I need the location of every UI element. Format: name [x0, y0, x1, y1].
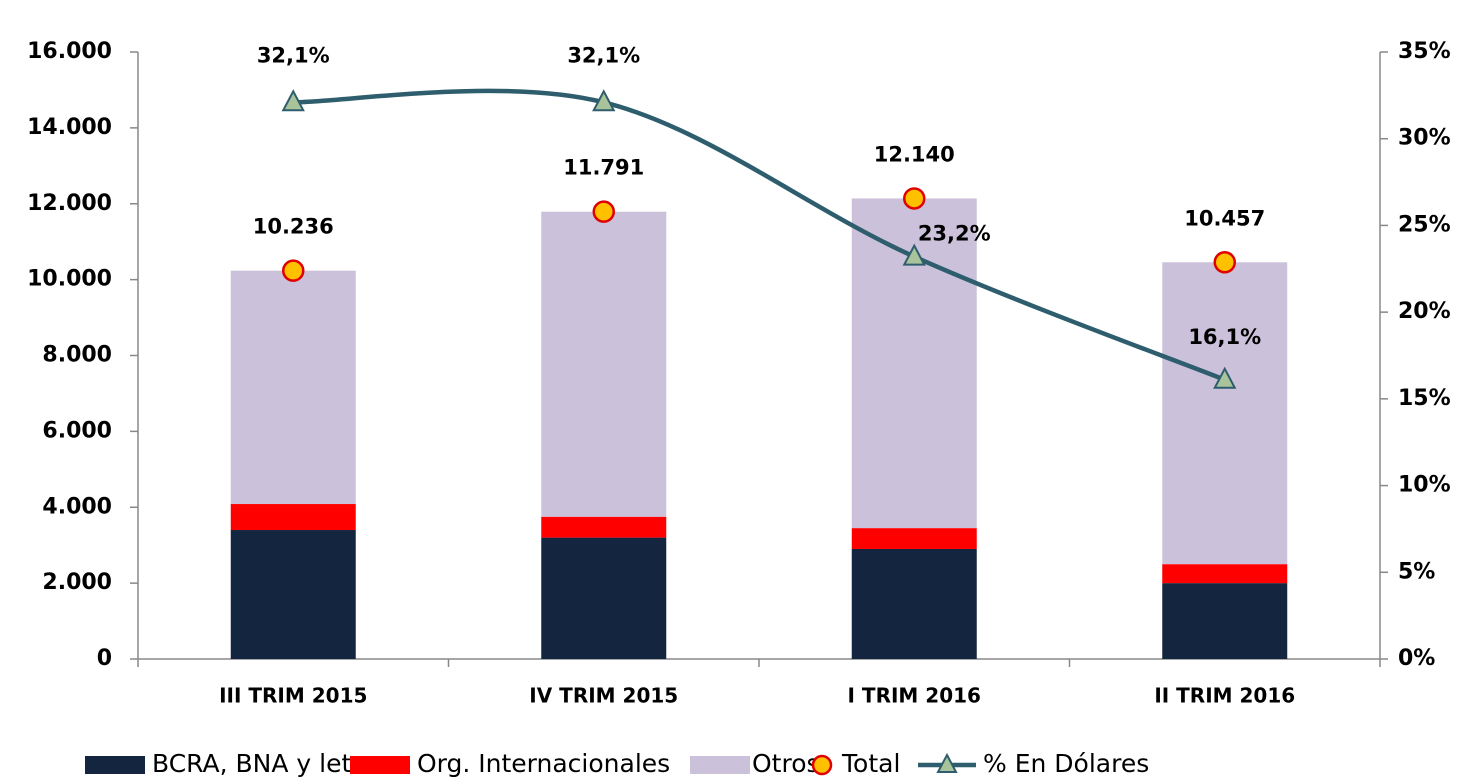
data-label: 10.457	[1184, 206, 1265, 230]
data-label: 11.791	[563, 156, 644, 180]
bar-segment	[851, 528, 977, 549]
y2-tick-label: 30%	[1398, 126, 1451, 151]
y2-tick-label: 25%	[1398, 212, 1451, 237]
x-tick-label: I TRIM 2016	[848, 684, 981, 708]
bar-segment	[541, 537, 667, 659]
y2-tick-label: 15%	[1398, 386, 1451, 411]
y-tick-label: 16.000	[27, 39, 112, 64]
y-tick-label: 6.000	[42, 418, 112, 443]
y2-tick-label: 20%	[1398, 299, 1451, 324]
bar-segment	[1162, 564, 1288, 584]
data-label: 23,2%	[918, 222, 991, 246]
total-marker	[1213, 251, 1236, 274]
legend-label: Org. Internacionales	[417, 749, 670, 778]
legend-label: Total	[841, 749, 900, 778]
bar-segment	[541, 211, 667, 517]
bar-segment	[230, 504, 356, 531]
legend-swatch	[85, 756, 145, 774]
y-tick-label: 0	[97, 646, 112, 671]
y2-tick-label: 10%	[1398, 473, 1451, 498]
x-tick-label: III TRIM 2015	[219, 684, 367, 708]
y-tick-label: 10.000	[27, 267, 112, 292]
y2-tick-label: 35%	[1398, 39, 1451, 64]
legend-label: Otros	[752, 749, 820, 778]
data-label: 16,1%	[1188, 325, 1261, 349]
legend-label: % En Dólares	[983, 749, 1149, 778]
x-tick-label: II TRIM 2016	[1154, 684, 1295, 708]
bar-segment	[1162, 262, 1288, 565]
legend-swatch	[811, 754, 833, 776]
line-marker	[281, 89, 305, 112]
total-marker	[282, 259, 305, 282]
x-tick-label: IV TRIM 2015	[529, 684, 678, 708]
y-tick-label: 2.000	[42, 570, 112, 595]
y-tick-label: 4.000	[42, 494, 112, 519]
bar-segment	[230, 270, 356, 505]
y-tick-label: 8.000	[42, 343, 112, 368]
bar-segment	[541, 516, 667, 538]
total-marker	[592, 200, 615, 223]
bar-segment	[230, 530, 356, 659]
y2-tick-label: 5%	[1398, 559, 1435, 584]
legend-swatch	[936, 752, 958, 773]
y-tick-label: 14.000	[27, 115, 112, 140]
total-marker	[903, 187, 926, 210]
line-marker	[592, 89, 616, 112]
bar-segment	[1162, 583, 1288, 659]
y2-tick-label: 0%	[1398, 646, 1435, 671]
y-tick-label: 12.000	[27, 191, 112, 216]
legend-swatch	[690, 756, 750, 774]
line-marker	[902, 243, 926, 266]
data-label: 32,1%	[567, 43, 640, 67]
data-label: 10.236	[253, 215, 334, 239]
data-label: 32,1%	[257, 43, 330, 67]
bar-segment	[851, 548, 977, 659]
line-marker	[1213, 366, 1237, 389]
line	[293, 88, 1226, 382]
data-label: 12.140	[874, 142, 955, 166]
legend-swatch	[350, 756, 410, 774]
